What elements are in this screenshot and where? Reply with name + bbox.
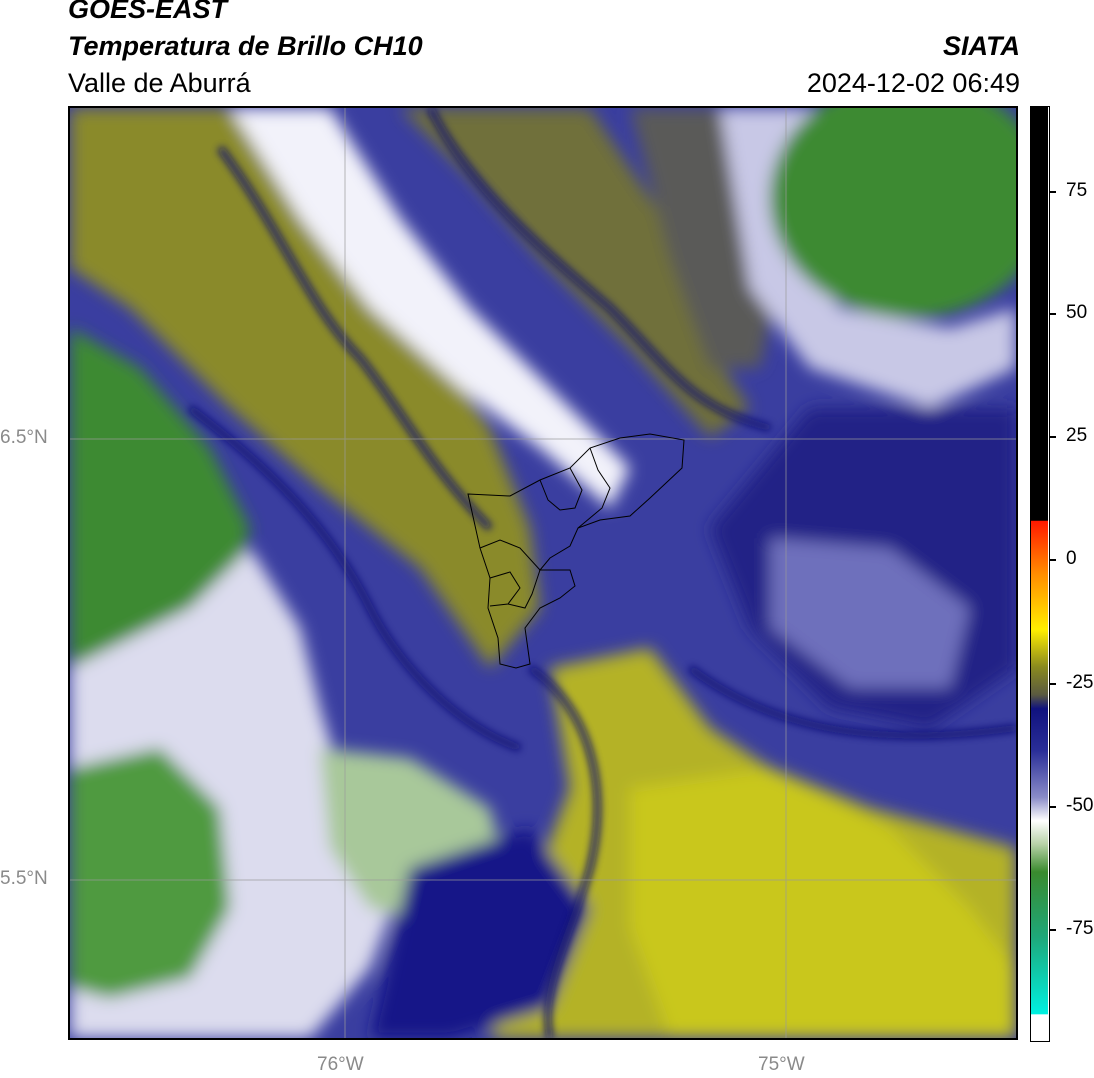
green-blob-northeast [770, 108, 1016, 318]
white-band-center [230, 108, 630, 508]
municipal-boundary-a [539, 467, 583, 511]
colorbar-label-neg25: -25 [1066, 672, 1094, 693]
colorbar-tick-mark-neg25 [1050, 683, 1056, 685]
navy-contour-2 [187, 405, 522, 752]
green-region-southwest [70, 748, 230, 998]
navy-contour-1 [217, 145, 493, 531]
colorbar-tick-mark-50 [1050, 313, 1056, 315]
navy-contour-4 [687, 665, 1016, 739]
product-title: Temperatura de Brillo CH10 [68, 31, 423, 61]
municipal-boundary-c [489, 571, 521, 607]
yellow-core-southeast [630, 768, 1016, 1038]
lon-tick-75: 75°W [758, 1054, 805, 1075]
colorbar-label-75: 75 [1066, 180, 1088, 201]
colorbar-label-neg75: -75 [1066, 918, 1094, 939]
lat-tick-5-5: 5.5°N [0, 868, 48, 889]
colorbar-label-neg50: -50 [1066, 795, 1094, 816]
colorbar-tick-mark-neg75 [1050, 929, 1056, 931]
brand-label: SIATA [943, 31, 1020, 61]
navy-contour-5 [426, 108, 771, 432]
colorbar-gradient [1031, 107, 1048, 1040]
satellite-title: GOES-EAST [68, 0, 228, 24]
lavender-patch-east [770, 538, 970, 688]
colorbar-tick-mark-neg50 [1050, 806, 1056, 808]
municipal-boundary-e [479, 539, 541, 571]
municipal-boundary-b [577, 447, 611, 529]
colorbar-tick-mark-25 [1050, 436, 1056, 438]
colorbar [1030, 106, 1050, 1042]
municipal-boundaries [467, 433, 685, 669]
colorbar-label-0: 0 [1066, 548, 1077, 569]
lat-tick-6-5: 6.5°N [0, 427, 48, 448]
navy-contour-3 [528, 665, 601, 1038]
region-subtitle: Valle de Aburrá [68, 68, 251, 98]
timestamp-label: 2024-12-02 06:49 [806, 68, 1020, 98]
brightness-temperature-map [70, 108, 1016, 1038]
lon-tick-76: 76°W [317, 1054, 364, 1075]
olive-band-west [70, 108, 540, 668]
colorbar-label-25: 25 [1066, 425, 1088, 446]
colorbar-label-50: 50 [1066, 302, 1088, 323]
municipal-boundary-d [507, 569, 541, 609]
colorbar-tick-mark-75 [1050, 191, 1056, 193]
map-frame[interactable] [68, 106, 1018, 1040]
colorbar-tick-mark-0 [1050, 559, 1056, 561]
